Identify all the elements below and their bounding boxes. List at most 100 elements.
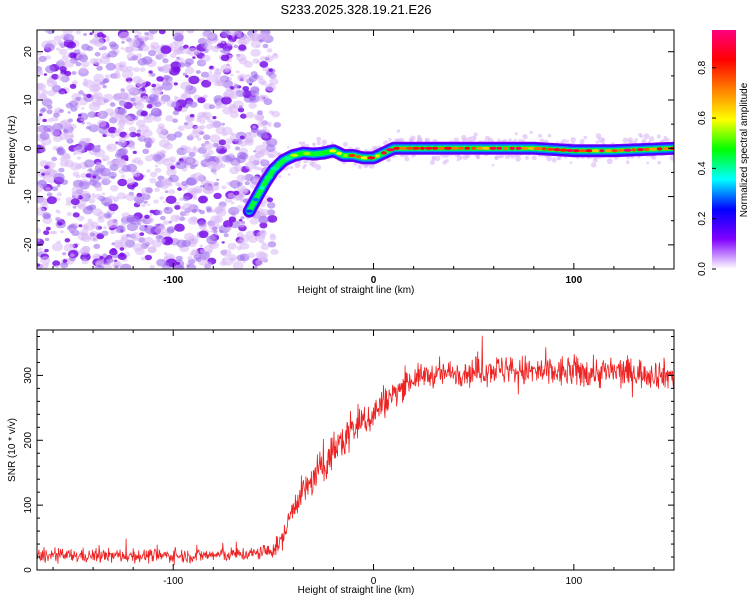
- ridge-core: [605, 149, 612, 153]
- noise-speckle: [179, 206, 185, 210]
- x-tick-label: 0: [371, 275, 377, 286]
- noise-speckle: [107, 219, 119, 229]
- noise-speckle: [120, 88, 125, 92]
- noise-speckle: [242, 86, 250, 92]
- noise-speckle: [196, 115, 203, 120]
- noise-speckle: [56, 184, 61, 188]
- noise-speckle: [144, 32, 150, 36]
- noise-speckle: [246, 131, 252, 136]
- noise-speckle: [170, 165, 176, 170]
- noise-speckle: [39, 108, 46, 114]
- noise-speckle: [117, 192, 127, 200]
- noise-speckle: [156, 258, 167, 267]
- noise-speckle: [69, 134, 75, 139]
- y-tick-label: 200: [23, 431, 34, 448]
- noise-speckle: [260, 256, 267, 262]
- ridge-core: [643, 147, 650, 151]
- noise-speckle: [137, 222, 142, 226]
- noise-speckle: [174, 204, 181, 210]
- noise-speckle: [215, 76, 226, 84]
- noise-speckle: [175, 201, 180, 206]
- noise-speckle: [106, 179, 112, 184]
- ridge-halo: [357, 164, 362, 169]
- noise-speckle: [230, 201, 235, 205]
- noise-speckle: [265, 83, 276, 92]
- noise-speckle: [188, 133, 193, 138]
- noise-speckle: [201, 61, 206, 65]
- noise-speckle: [140, 256, 146, 261]
- noise-speckle: [135, 100, 143, 107]
- noise-speckle: [67, 118, 73, 123]
- noise-speckle: [199, 251, 211, 260]
- ridge-halo: [531, 155, 537, 161]
- noise-speckle: [92, 175, 97, 179]
- noise-speckle: [221, 241, 225, 244]
- noise-speckle: [38, 168, 45, 174]
- ridge-core: [464, 146, 471, 150]
- noise-speckle: [52, 123, 64, 132]
- ridge-core: [559, 148, 568, 152]
- colorbar-tick-label: 0.2: [697, 211, 708, 225]
- noise-speckle: [72, 205, 77, 209]
- ridge-halo: [445, 159, 449, 163]
- noise-speckle: [96, 119, 107, 128]
- noise-speckle: [75, 30, 82, 35]
- noise-speckle: [99, 56, 111, 64]
- ridge-core: [329, 149, 337, 153]
- noise-speckle: [203, 134, 211, 140]
- noise-speckle: [66, 138, 74, 144]
- noise-speckle: [86, 93, 92, 99]
- ridge-halo: [303, 163, 307, 168]
- ridge-core: [591, 149, 600, 153]
- noise-speckle: [197, 220, 206, 227]
- noise-speckle: [148, 73, 152, 77]
- noise-speckle: [187, 30, 195, 34]
- noise-speckle: [49, 230, 55, 235]
- noise-speckle: [233, 190, 240, 196]
- ridge-core: [533, 146, 543, 151]
- noise-speckle: [58, 167, 65, 173]
- noise-speckle: [53, 112, 60, 118]
- noise-speckle: [38, 55, 47, 63]
- noise-speckle: [190, 216, 198, 223]
- noise-speckle: [104, 74, 111, 79]
- noise-speckle: [92, 208, 103, 217]
- noise-speckle: [238, 222, 246, 228]
- noise-speckle: [236, 73, 248, 82]
- ridge-halo: [648, 140, 651, 144]
- noise-speckle: [196, 137, 202, 142]
- noise-speckle: [163, 74, 171, 80]
- noise-speckle: [238, 36, 250, 45]
- noise-speckle: [69, 83, 77, 89]
- noise-speckle: [229, 86, 235, 90]
- colorbar: 0.0 0.2 0.4 0.6 0.8 Normalized spectral ampl…: [697, 30, 750, 276]
- noise-speckle: [125, 118, 135, 126]
- noise-speckle: [88, 179, 98, 186]
- noise-speckle: [180, 81, 192, 91]
- noise-speckle: [117, 253, 127, 260]
- noise-speckle: [197, 209, 202, 212]
- noise-speckle: [86, 45, 94, 52]
- noise-speckle: [37, 120, 41, 124]
- x-tick-label: 100: [565, 275, 582, 286]
- noise-speckle: [142, 148, 150, 154]
- noise-speckle: [134, 247, 145, 256]
- ridge-core: [355, 155, 361, 159]
- noise-speckle: [102, 78, 109, 84]
- noise-speckle: [233, 84, 240, 89]
- noise-speckle: [199, 244, 203, 248]
- noise-speckle: [105, 62, 116, 71]
- noise-speckle: [192, 146, 198, 151]
- noise-speckle: [76, 156, 82, 160]
- noise-speckle: [145, 187, 153, 194]
- noise-speckle: [77, 203, 86, 210]
- ridge-halo: [547, 133, 552, 138]
- ridge-core: [393, 146, 401, 150]
- noise-speckle: [177, 125, 185, 132]
- noise-speckle: [121, 69, 134, 79]
- noise-speckle: [132, 236, 138, 242]
- ridge-core: [297, 152, 304, 156]
- noise-speckle: [56, 47, 61, 51]
- noise-speckle: [109, 117, 118, 124]
